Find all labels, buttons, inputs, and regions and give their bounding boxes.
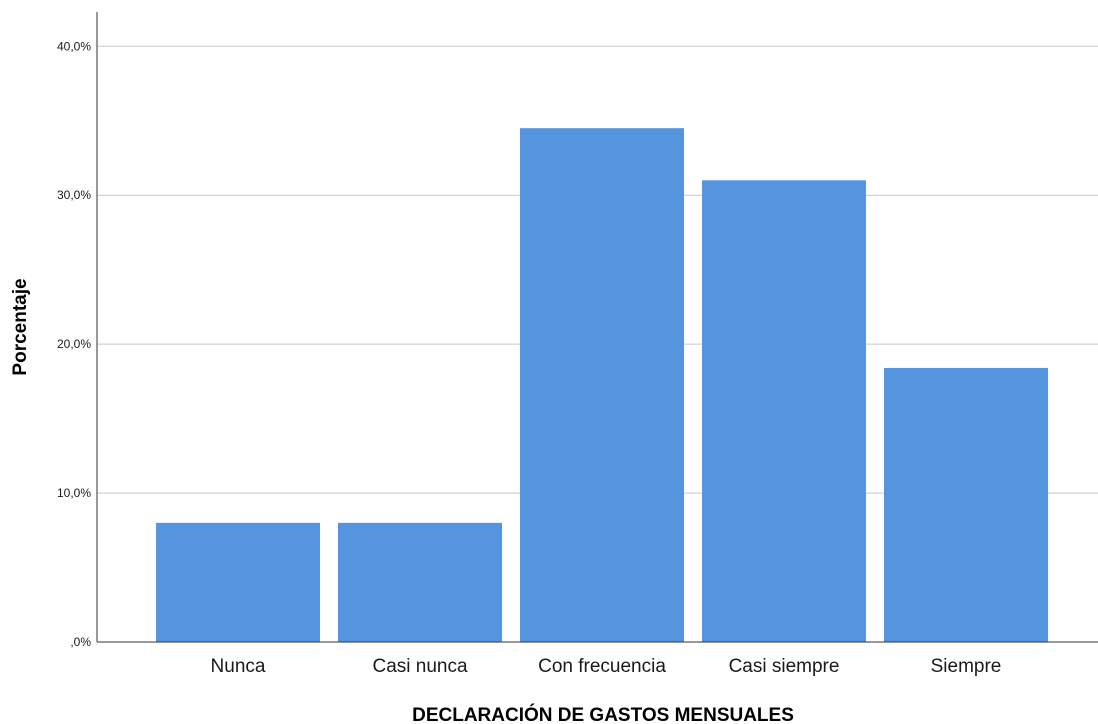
x-axis-title: DECLARACIÓN DE GASTOS MENSUALES (412, 704, 794, 724)
x-tick-label: Siempre (931, 656, 1002, 677)
y-tick-label: ,0% (70, 635, 91, 649)
x-tick-label: Casi nunca (372, 656, 467, 677)
bar-casi-nunca (338, 522, 502, 642)
y-axis-title: Porcentaje (10, 278, 31, 375)
y-tick-label: 40,0% (57, 39, 91, 53)
bars (156, 128, 1048, 643)
y-tick-labels: ,0% 10,0% 20,0% 30,0% 40,0% (57, 39, 91, 649)
y-tick-label: 20,0% (57, 337, 91, 351)
x-tick-labels: Nunca Casi nunca Con frecuencia Casi siempr… (211, 656, 1002, 677)
x-tick-label: Casi siempre (729, 656, 840, 677)
bar-casi-siempre (702, 180, 866, 643)
y-tick-label: 10,0% (57, 486, 91, 500)
x-tick-label: Con frecuencia (538, 656, 666, 677)
x-tick-label: Nunca (211, 656, 266, 677)
bar-nunca (156, 522, 320, 642)
bar-siempre (884, 367, 1048, 642)
bar-con-frecuencia (520, 128, 684, 642)
y-tick-label: 30,0% (57, 188, 91, 202)
